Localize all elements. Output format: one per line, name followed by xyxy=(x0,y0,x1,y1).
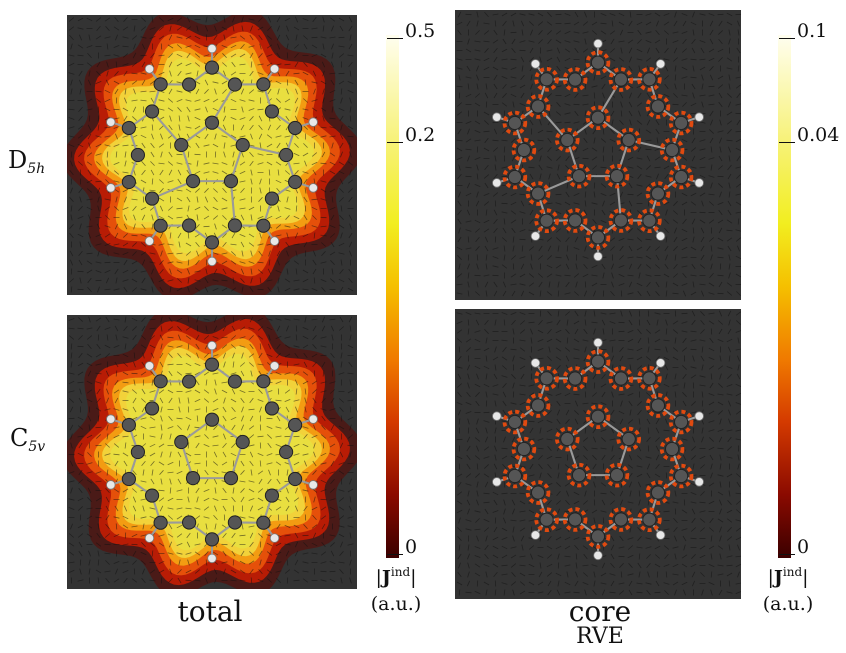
hydrogens xyxy=(106,340,318,564)
flow-arrows xyxy=(456,310,741,596)
density-contour-5 xyxy=(110,56,314,254)
atoms xyxy=(121,60,303,250)
row-label-d5h: D5h xyxy=(8,146,45,177)
row-label-d5h-main: D xyxy=(8,146,28,174)
flow-arrows xyxy=(68,316,354,584)
atoms xyxy=(121,357,303,547)
hydrogens xyxy=(106,43,318,267)
colorbar-total-tick-max: 0.5 xyxy=(386,20,435,42)
hydrogens xyxy=(492,38,704,262)
colorbar-core-tick-min: 0 xyxy=(778,536,809,558)
total-c5v-current-density-plot xyxy=(67,315,357,589)
panel-total-c5v xyxy=(67,315,357,589)
column-sublabel-rve: RVE xyxy=(576,624,624,649)
colorbar-core-tick-max: 0.1 xyxy=(778,20,827,42)
panel-core-c5v xyxy=(455,309,741,599)
colorbar-total-tick-mid: 0.2 xyxy=(386,124,435,146)
colorbar-total-au: (a.u.) xyxy=(370,593,422,615)
core-c5v-current-density-plot xyxy=(456,310,741,596)
column-label-core: core xyxy=(568,595,632,628)
atoms xyxy=(502,349,694,549)
colorbar-core-tick-mid: 0.04 xyxy=(778,124,839,146)
row-label-c5v-main: C xyxy=(10,424,29,452)
colorbar-core-au: (a.u.) xyxy=(762,593,814,615)
row-label-c5v-sub: 5v xyxy=(28,439,46,455)
row-label-d5h-sub: 5h xyxy=(27,161,46,177)
colorbar-total-unit: |Jind| xyxy=(375,565,417,589)
column-label-total: total xyxy=(177,595,243,628)
total-d5h-current-density-plot xyxy=(67,15,357,295)
colorbar-total xyxy=(386,35,399,558)
colorbar-total-tick-min: 0 xyxy=(386,536,417,558)
colorbar-core-unit: |Jind| xyxy=(767,565,809,589)
colorbar-core xyxy=(778,35,791,558)
panel-total-d5h xyxy=(67,15,357,295)
hydrogens xyxy=(492,337,704,561)
core-d5h-current-density-plot xyxy=(456,11,741,297)
panel-core-d5h xyxy=(455,10,741,300)
row-label-c5v: C5v xyxy=(10,424,45,455)
atoms xyxy=(502,50,694,250)
flow-arrows xyxy=(68,16,354,293)
